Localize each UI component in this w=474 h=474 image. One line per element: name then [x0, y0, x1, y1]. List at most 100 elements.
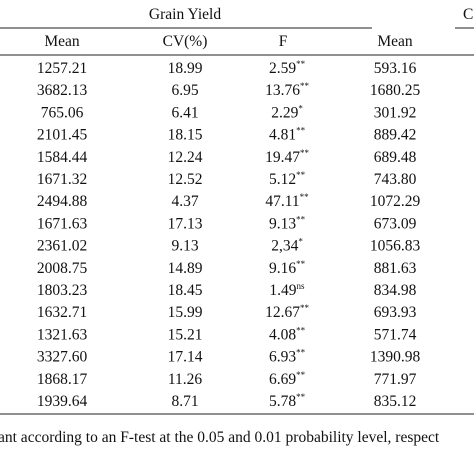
- cell: 743.80: [374, 171, 417, 188]
- cell: 4.37: [171, 193, 198, 210]
- f-value: 12.67: [265, 304, 300, 321]
- cell: 765.06: [41, 104, 84, 121]
- cell: 18.45: [168, 282, 203, 299]
- cell: 9.13: [171, 238, 198, 255]
- f-value: 47.11: [265, 193, 299, 210]
- cell: 4.81**: [269, 126, 306, 144]
- cell: 15.21: [168, 326, 203, 343]
- significance: **: [300, 148, 310, 158]
- cell: 1390.98: [370, 349, 421, 366]
- f-value: 2.59: [269, 60, 296, 77]
- cell: 1321.63: [37, 326, 88, 343]
- cell: 689.48: [374, 149, 417, 166]
- cell: 3682.13: [37, 82, 88, 99]
- cell: 5.12**: [269, 170, 306, 188]
- cell: 673.09: [374, 215, 417, 232]
- cell: 1939.64: [37, 393, 88, 410]
- cell: 889.42: [374, 127, 417, 144]
- column-header: CV(%): [163, 33, 208, 50]
- cell: 593.16: [374, 60, 417, 77]
- significance: **: [296, 259, 306, 269]
- cell: 1257.21: [37, 60, 87, 77]
- column-header: Mean: [44, 33, 80, 50]
- significance: **: [296, 348, 306, 358]
- f-value: 4.08: [269, 326, 296, 343]
- f-value: 19.47: [265, 149, 300, 166]
- significance: **: [296, 59, 306, 69]
- significance: **: [300, 81, 310, 91]
- cell: 5.78**: [269, 392, 306, 410]
- cell: 9.13**: [269, 214, 306, 232]
- group-header: C: [463, 6, 473, 23]
- cell: 19.47**: [265, 148, 309, 166]
- f-value: 1.49: [269, 282, 296, 299]
- significance: **: [296, 392, 306, 402]
- cell: 835.12: [374, 393, 417, 410]
- cell: 1671.63: [37, 215, 88, 232]
- f-value: 4.81: [269, 127, 296, 144]
- significance: **: [296, 325, 306, 335]
- cell: 771.97: [374, 371, 417, 388]
- cell: 12.67**: [265, 303, 309, 321]
- cell: 881.63: [374, 260, 417, 277]
- significance: **: [296, 126, 306, 136]
- significance: *: [298, 237, 303, 247]
- f-value: 6.69: [269, 371, 296, 388]
- cell: 3327.60: [37, 349, 88, 366]
- f-value: 2.29: [271, 104, 298, 121]
- cell: 8.71: [171, 393, 198, 410]
- column-header: F: [279, 33, 288, 50]
- cell: 2101.45: [37, 127, 88, 144]
- cell: 6.41: [171, 104, 198, 121]
- f-value: 9.16: [269, 260, 296, 277]
- cell: 6.95: [171, 82, 198, 99]
- cell: 1868.17: [37, 371, 88, 388]
- cell: 17.14: [168, 349, 203, 366]
- significance: **: [296, 370, 306, 380]
- significance: **: [296, 170, 306, 180]
- cell: 1803.23: [37, 282, 88, 299]
- group-header: Grain Yield: [149, 6, 221, 23]
- cell: 1632.71: [37, 304, 87, 321]
- cell: 2.29*: [271, 103, 303, 121]
- cell: 1072.29: [370, 193, 421, 210]
- cell: 18.99: [168, 60, 203, 77]
- significance: **: [300, 303, 310, 313]
- cell: 301.92: [374, 104, 417, 121]
- cell: 571.74: [374, 326, 417, 343]
- cell: 13.76**: [265, 81, 309, 99]
- cell: 6.93**: [269, 348, 306, 366]
- cell: 12.52: [168, 171, 203, 188]
- cell: 17.13: [168, 215, 203, 232]
- cell: 11.26: [168, 371, 203, 388]
- significance: ns: [297, 281, 306, 291]
- cell: 2494.88: [37, 193, 88, 210]
- cell: 1.49ns: [269, 281, 305, 299]
- cell: 2008.75: [37, 260, 88, 277]
- cell: 6.69**: [269, 370, 306, 388]
- f-value: 9.13: [269, 215, 296, 232]
- significance: **: [300, 192, 310, 202]
- cell: 1584.44: [37, 149, 88, 166]
- cell: 47.11**: [265, 192, 309, 210]
- cell: 2,34*: [271, 237, 303, 255]
- f-value: 13.76: [265, 82, 300, 99]
- cell: 834.98: [374, 282, 417, 299]
- f-value: 2,34: [271, 238, 298, 255]
- column-header: Mean: [377, 33, 413, 50]
- cell: 15.99: [168, 304, 203, 321]
- cell: 693.93: [374, 304, 417, 321]
- significance: **: [296, 214, 306, 224]
- cell: 2361.02: [37, 238, 87, 255]
- cell: 9.16**: [269, 259, 306, 277]
- f-value: 5.12: [269, 171, 296, 188]
- footnote: ant according to an F-test at the 0.05 a…: [0, 429, 440, 446]
- significance: *: [298, 103, 303, 113]
- f-value: 6.93: [269, 349, 296, 366]
- cell: 14.89: [168, 260, 203, 277]
- cell: 4.08**: [269, 325, 306, 343]
- cell: 1680.25: [370, 82, 421, 99]
- cell: 12.24: [168, 149, 203, 166]
- cell: 18.15: [168, 127, 203, 144]
